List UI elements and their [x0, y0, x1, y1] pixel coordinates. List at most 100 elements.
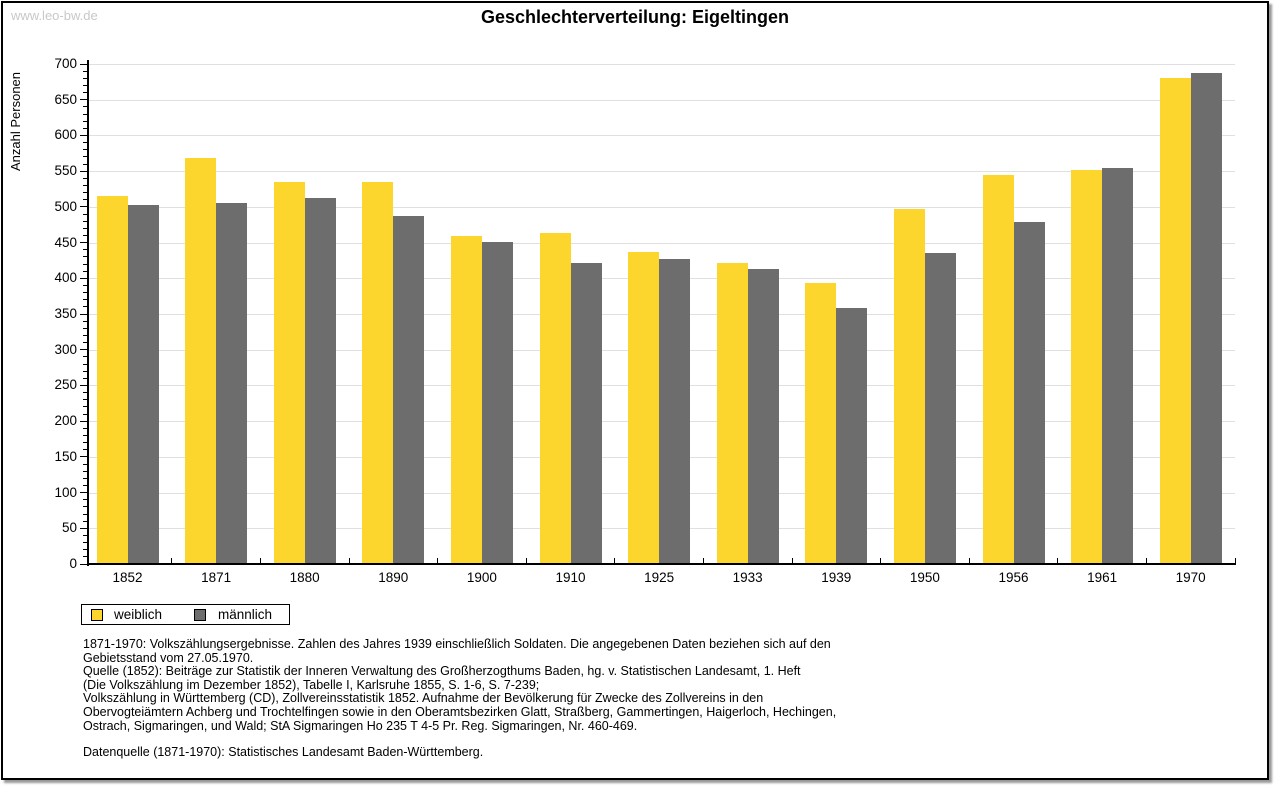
y-minor-tick-440: [83, 249, 87, 251]
x-tick-label-1880: 1880: [289, 570, 320, 585]
y-minor-tick-170: [83, 442, 87, 444]
y-minor-tick-510: [83, 199, 87, 201]
bar-männlich-1939: [836, 308, 868, 564]
y-minor-tick-420: [83, 263, 87, 265]
bar-weiblich-1900: [450, 236, 482, 564]
y-tick-label-450: 450: [54, 234, 77, 250]
y-minor-tick-520: [83, 192, 87, 194]
y-tick-label-250: 250: [54, 377, 77, 393]
y-minor-tick-160: [83, 449, 87, 451]
y-minor-tick-410: [83, 270, 87, 272]
x-boundary-tick-8: [880, 558, 882, 564]
y-tick-label-700: 700: [54, 56, 77, 71]
y-minor-tick-180: [83, 434, 87, 436]
y-tick-label-650: 650: [54, 91, 77, 107]
y-major-tick-250: [80, 384, 87, 386]
gridline-500: [89, 206, 1235, 208]
x-tick-label-1961: 1961: [1087, 570, 1118, 585]
bar-weiblich-1970: [1159, 77, 1191, 564]
bar-männlich-1933: [747, 269, 779, 564]
bar-männlich-1871: [216, 202, 248, 564]
y-tick-label-600: 600: [54, 127, 77, 143]
y-minor-tick-590: [83, 142, 87, 144]
y-tick-label-50: 50: [61, 520, 77, 536]
data-source-line: Datenquelle (1871-1970): Statistisches L…: [83, 745, 484, 760]
chart-page: www.leo-bw.de Geschlechterverteilung: Ei…: [1, 1, 1269, 780]
y-tick-label-350: 350: [54, 306, 77, 321]
y-major-tick-50: [80, 527, 87, 529]
bar-männlich-1852: [127, 205, 159, 564]
bar-weiblich-1933: [716, 262, 748, 564]
y-minor-tick-460: [83, 234, 87, 236]
chart-legend: weiblich männlich: [81, 604, 290, 625]
legend-label-weiblich: weiblich: [114, 607, 163, 622]
x-tick-label-1900: 1900: [466, 570, 497, 585]
chart-title: Geschlechterverteilung: Eigeltingen: [480, 7, 790, 27]
y-major-tick-650: [80, 99, 87, 101]
y-minor-tick-640: [83, 106, 87, 108]
y-minor-tick-40: [83, 534, 87, 536]
bar-männlich-1925: [659, 259, 691, 564]
y-minor-tick-130: [83, 470, 87, 472]
x-tick-label-1871: 1871: [201, 570, 232, 585]
gridline-700: [89, 64, 1235, 65]
watermark-text: www.leo-bw.de: [11, 8, 98, 23]
gridline-600: [89, 135, 1235, 137]
y-minor-tick-360: [83, 306, 87, 308]
y-minor-tick-190: [83, 427, 87, 429]
footnote-line-3: Quelle (1852): Beiträge zur Statistik de…: [83, 664, 801, 679]
footnote-lines: 1871-1970: Volkszählungsergebnisse. Zahl…: [83, 637, 836, 733]
y-minor-tick-620: [83, 120, 87, 122]
y-tick-label-100: 100: [54, 484, 77, 500]
footnote-line-7: Ostrach, Sigmaringen, und Wald; StA Sigm…: [83, 718, 638, 733]
y-tick-label-300: 300: [54, 341, 77, 357]
y-major-tick-0: [80, 563, 87, 565]
bar-männlich-1890: [393, 216, 425, 564]
y-major-tick-700: [80, 63, 87, 65]
y-minor-tick-20: [83, 549, 87, 551]
y-minor-tick-230: [83, 399, 87, 401]
y-minor-tick-70: [83, 513, 87, 515]
y-minor-tick-80: [83, 506, 87, 508]
bar-chart-plot-area: 0 50 100 150 200 250 300 350 400 450 500 550 600 650 7…: [3, 3, 1267, 778]
bar-männlich-1900: [481, 241, 513, 564]
y-axis-line: [87, 60, 89, 566]
y-tick-label-400: 400: [54, 270, 77, 286]
x-tick-label-1925: 1925: [644, 570, 675, 585]
y-minor-tick-120: [83, 477, 87, 479]
y-major-tick-600: [80, 134, 87, 136]
y-minor-tick-680: [83, 77, 87, 79]
bar-männlich-1961: [1102, 168, 1134, 564]
legend-swatch-männlich: [194, 609, 206, 621]
footnote-block: 1871-1970: Volkszählungsergebnisse. Zahl…: [83, 637, 836, 760]
footnote-line-1: 1871-1970: Volkszählungsergebnisse. Zahl…: [83, 637, 831, 651]
y-minor-tick-310: [83, 342, 87, 344]
x-tick-label-1956: 1956: [998, 570, 1029, 585]
y-minor-tick-340: [83, 320, 87, 322]
y-minor-tick-390: [83, 284, 87, 286]
y-minor-tick-470: [83, 227, 87, 229]
bar-weiblich-1956: [982, 175, 1014, 564]
y-minor-tick-570: [83, 156, 87, 158]
bar-weiblich-1910: [539, 233, 571, 564]
y-minor-tick-260: [83, 377, 87, 379]
bar-weiblich-1939: [805, 283, 837, 564]
x-tick-label-1950: 1950: [909, 570, 940, 585]
legend-swatch-weiblich: [91, 609, 103, 621]
y-major-tick-300: [80, 349, 87, 351]
y-tick-label-150: 150: [54, 448, 77, 464]
y-major-tick-200: [80, 420, 87, 422]
y-minor-tick-660: [83, 92, 87, 94]
x-boundary-tick-5: [614, 558, 616, 564]
y-minor-tick-670: [83, 84, 87, 86]
y-minor-tick-380: [83, 292, 87, 294]
y-minor-tick-630: [83, 113, 87, 115]
x-tick-label-1970: 1970: [1175, 570, 1206, 585]
y-tick-label-550: 550: [54, 163, 77, 179]
x-boundary-tick-4: [525, 558, 527, 564]
footnote-line-5: Volkszählung in Württemberg (CD), Zollve…: [83, 691, 764, 706]
bar-weiblich-1890: [362, 181, 394, 564]
x-tick-label-1933: 1933: [732, 570, 763, 585]
bar-männlich-1956: [1013, 221, 1045, 564]
y-minor-tick-210: [83, 413, 87, 415]
